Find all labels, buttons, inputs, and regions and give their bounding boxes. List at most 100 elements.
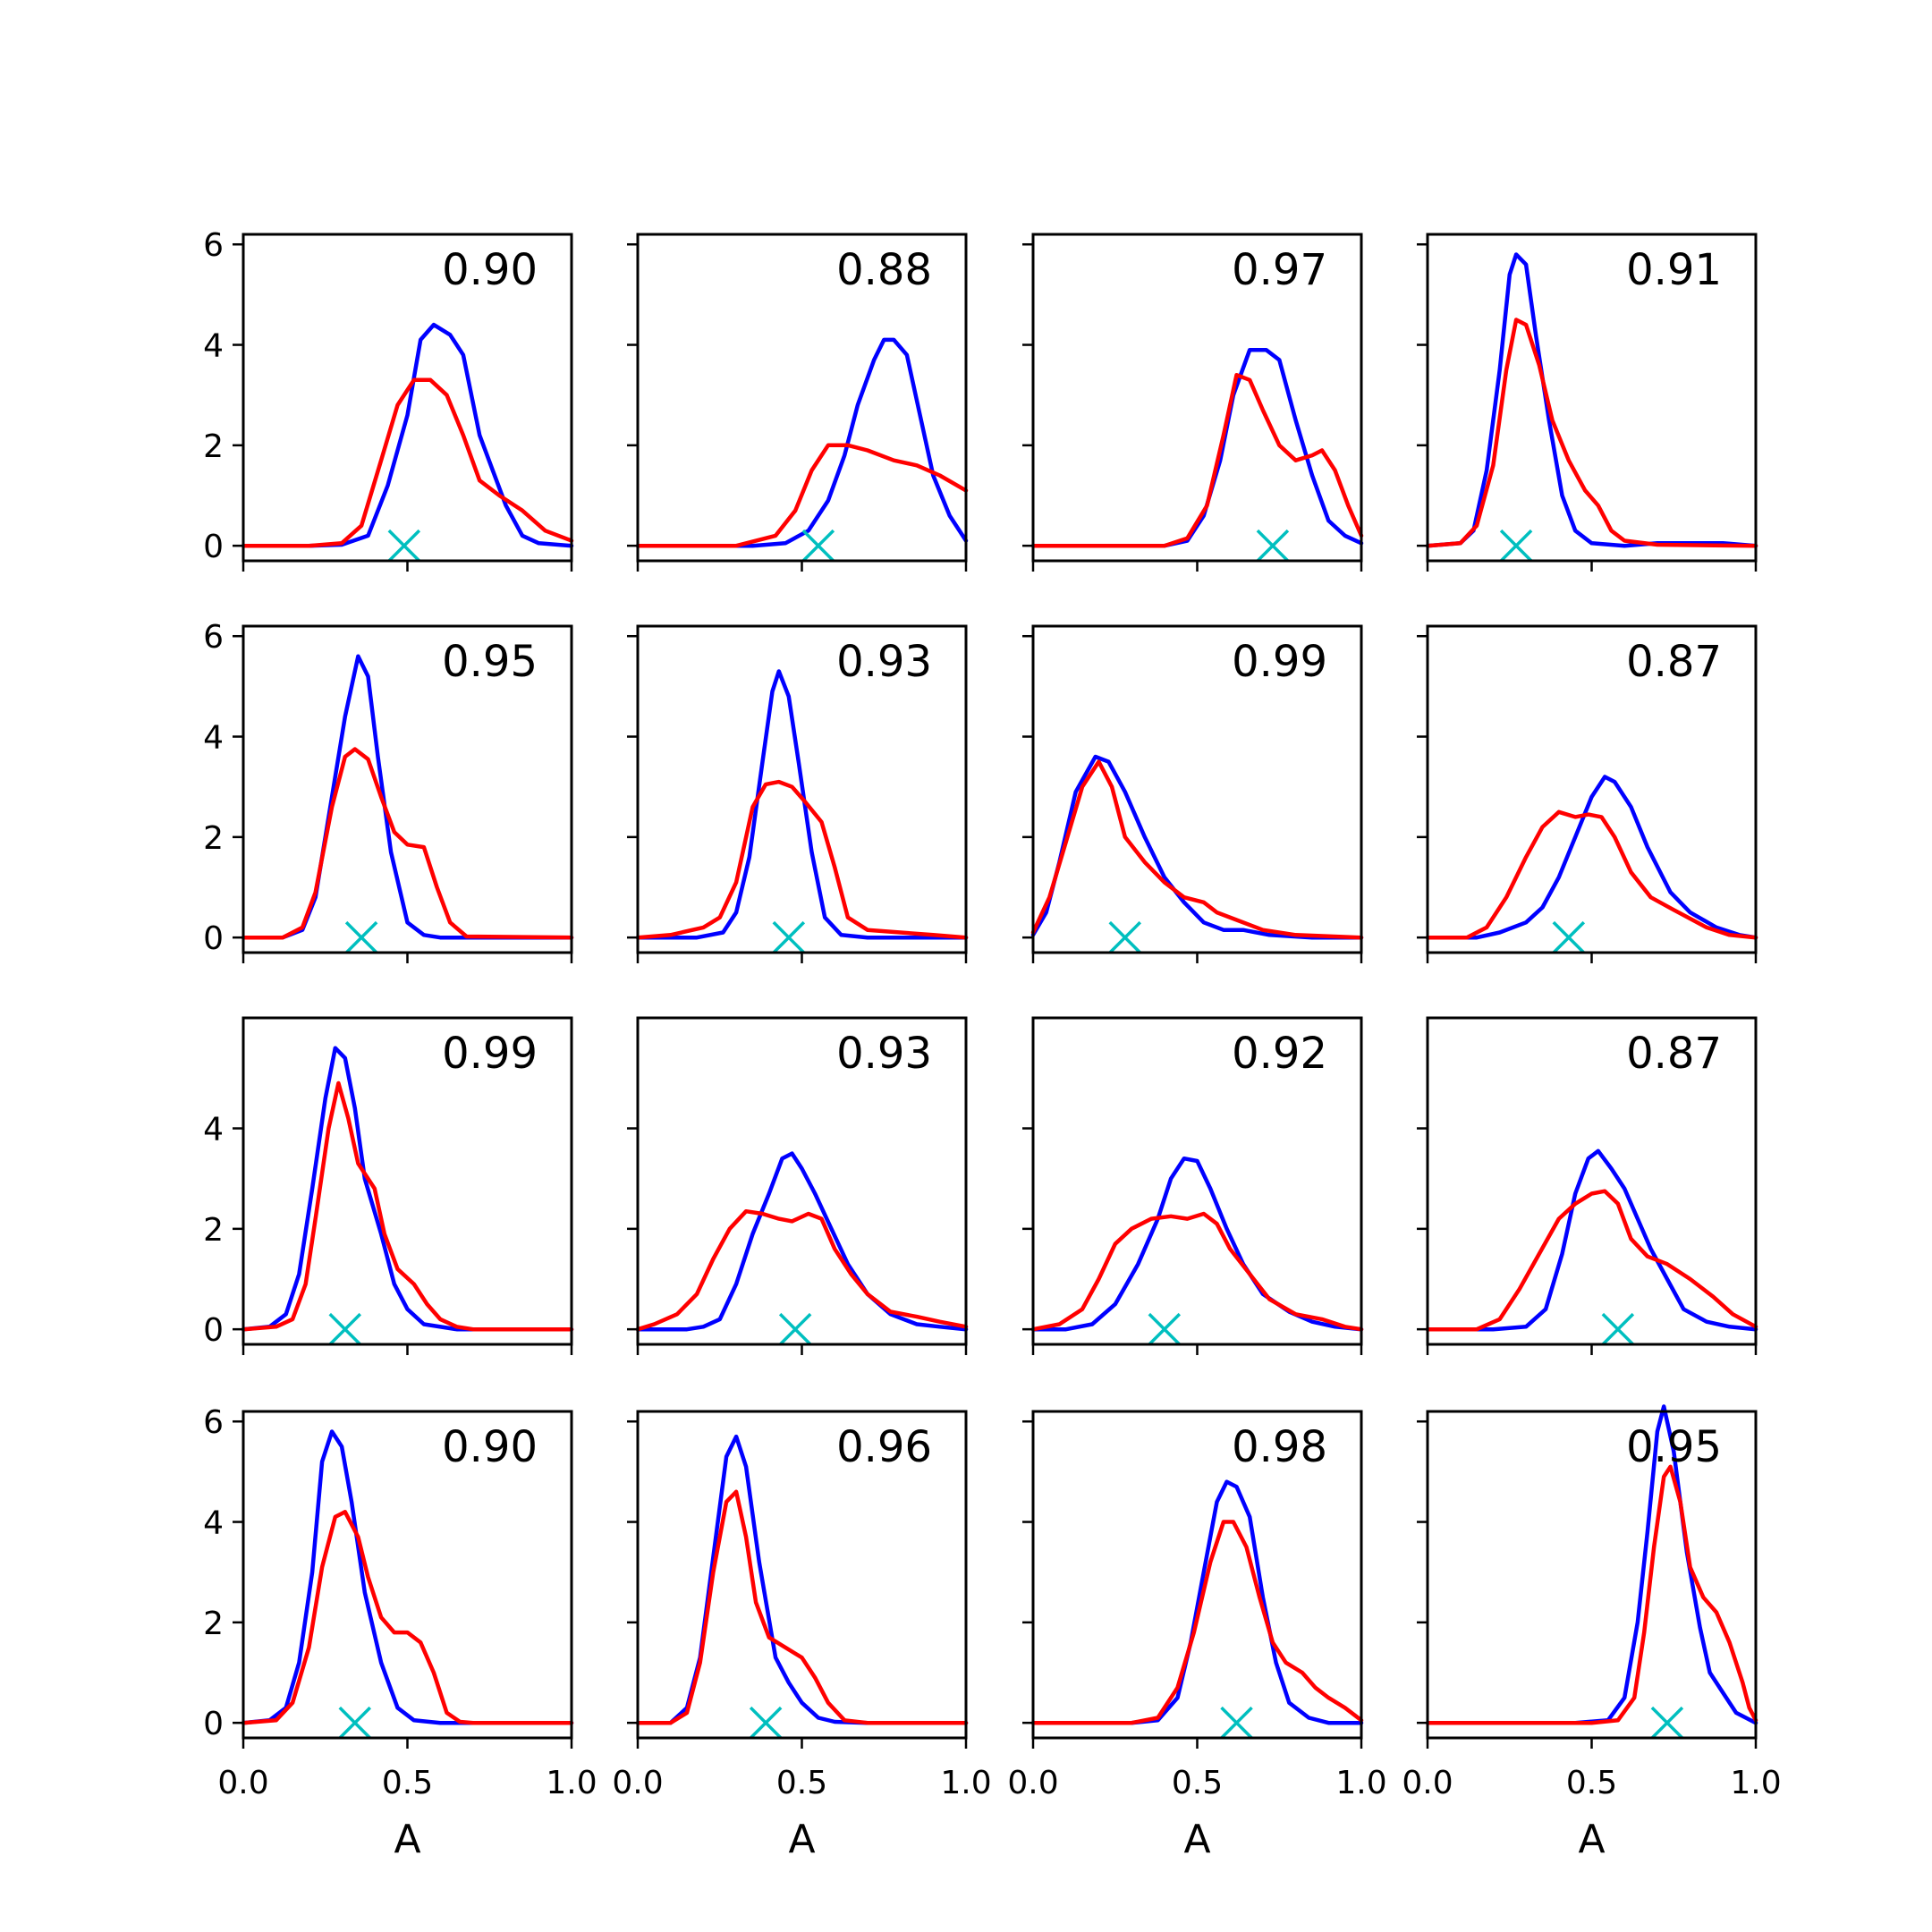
x-axis-label: A (1578, 1817, 1605, 1862)
x-marker-stroke (1220, 1706, 1253, 1740)
y-tick-label: 6 (203, 227, 224, 264)
panel-value-label: 0.95 (1626, 1422, 1722, 1472)
x-marker-stroke (1148, 1312, 1182, 1346)
x-marker-stroke (1552, 920, 1586, 954)
panel-value-label: 0.99 (1232, 637, 1327, 687)
x-tick-label: 0.5 (1566, 1765, 1617, 1801)
panel-10: 0.93 (627, 1016, 969, 1355)
panel-value-label: 0.91 (1626, 245, 1722, 295)
y-tick-label: 6 (203, 619, 224, 656)
red-series-line (1030, 372, 1364, 548)
x-marker-stroke (328, 1312, 362, 1346)
red-series-line (635, 1489, 969, 1725)
x-tick-label: 1.0 (1335, 1765, 1386, 1801)
x-marker-stroke (1108, 920, 1141, 954)
y-tick-label: 2 (203, 428, 224, 465)
x-marker (1650, 1706, 1684, 1740)
x-marker (338, 1706, 372, 1740)
y-tick-label: 2 (203, 820, 224, 857)
panel-value-label: 0.99 (442, 1029, 538, 1079)
x-marker (778, 1312, 812, 1346)
blue-series-line (241, 654, 574, 940)
panel-3: 0.97 (1022, 233, 1364, 572)
x-tick-label: 0.0 (1402, 1765, 1453, 1801)
red-series-line (1030, 1211, 1364, 1332)
panel-value-label: 0.93 (836, 637, 932, 687)
x-marker (772, 920, 806, 954)
panel-6: 0.93 (627, 624, 969, 963)
panel-value-label: 0.90 (442, 245, 538, 295)
red-series-line (241, 1080, 574, 1332)
blue-series-line (635, 669, 969, 940)
x-tick-label: 1.0 (940, 1765, 991, 1801)
y-tick-label: 4 (203, 1112, 224, 1148)
panel-15: 0.0 0.5 1.0 A 0.98 (1007, 1410, 1387, 1862)
panel-2: 0.88 (627, 233, 969, 572)
blue-series-line (1030, 1156, 1364, 1332)
panel-12: 0.87 (1417, 1016, 1758, 1355)
red-series-line (635, 443, 969, 548)
x-marker (1256, 529, 1290, 563)
panel-value-label: 0.98 (1232, 1422, 1327, 1472)
x-marker (1499, 529, 1533, 563)
y-tick-label: 0 (203, 1706, 224, 1742)
x-marker (1220, 1706, 1253, 1740)
blue-series-line (1030, 1479, 1364, 1725)
red-series-line (635, 1208, 969, 1332)
blue-series-line (1425, 252, 1758, 548)
x-marker-stroke (1256, 529, 1290, 563)
panel-value-label: 0.93 (836, 1029, 932, 1079)
blue-series-line (635, 1434, 969, 1725)
panel-value-label: 0.90 (442, 1422, 538, 1472)
y-tick-label: 0 (203, 1312, 224, 1349)
red-series-line (1425, 318, 1758, 548)
blue-series-line (1425, 775, 1758, 940)
x-marker (344, 920, 378, 954)
red-series-line (1425, 809, 1758, 940)
panel-7: 0.99 (1022, 624, 1364, 963)
red-series-line (241, 1510, 574, 1725)
x-marker-stroke (1601, 1312, 1635, 1346)
x-axis-label: A (1183, 1817, 1210, 1862)
x-tick-label: 0.5 (382, 1765, 433, 1801)
panel-1: 0 2 4 6 0.90 (203, 227, 574, 572)
panel-value-label: 0.95 (442, 637, 538, 687)
panel-value-label: 0.96 (836, 1422, 932, 1472)
x-marker (749, 1706, 783, 1740)
blue-series-line (635, 337, 969, 548)
y-tick-label: 2 (203, 1212, 224, 1249)
x-axis-label: A (394, 1817, 420, 1862)
x-tick-label: 0.0 (217, 1765, 268, 1801)
blue-series-line (241, 1046, 574, 1332)
panel-value-label: 0.87 (1626, 1029, 1722, 1079)
x-marker-stroke (1499, 529, 1533, 563)
x-marker-stroke (1650, 1706, 1684, 1740)
panel-4: 0.91 (1417, 233, 1758, 572)
y-tick-label: 0 (203, 920, 224, 957)
red-series-line (1425, 1189, 1758, 1332)
x-marker (387, 529, 421, 563)
red-series-line (1425, 1464, 1758, 1725)
y-tick-label: 6 (203, 1404, 224, 1441)
x-tick-label: 0.5 (1172, 1765, 1223, 1801)
x-marker-stroke (801, 529, 835, 563)
x-marker (1552, 920, 1586, 954)
x-tick-label: 0.0 (612, 1765, 663, 1801)
y-tick-label: 4 (203, 328, 224, 365)
x-marker-stroke (749, 1706, 783, 1740)
y-tick-label: 0 (203, 529, 224, 565)
panel-16: 0.0 0.5 1.0 A 0.95 (1402, 1404, 1782, 1862)
x-marker-stroke (338, 1706, 372, 1740)
x-tick-label: 1.0 (546, 1765, 597, 1801)
y-tick-label: 4 (203, 1505, 224, 1542)
x-tick-label: 1.0 (1730, 1765, 1781, 1801)
blue-series-line (635, 1151, 969, 1332)
red-series-line (241, 377, 574, 548)
panel-value-label: 0.97 (1232, 245, 1327, 295)
red-series-line (1030, 759, 1364, 940)
x-marker-stroke (772, 920, 806, 954)
x-tick-label: 0.5 (776, 1765, 827, 1801)
x-marker-stroke (778, 1312, 812, 1346)
panel-11: 0.92 (1022, 1016, 1364, 1355)
panel-8: 0.87 (1417, 624, 1758, 963)
